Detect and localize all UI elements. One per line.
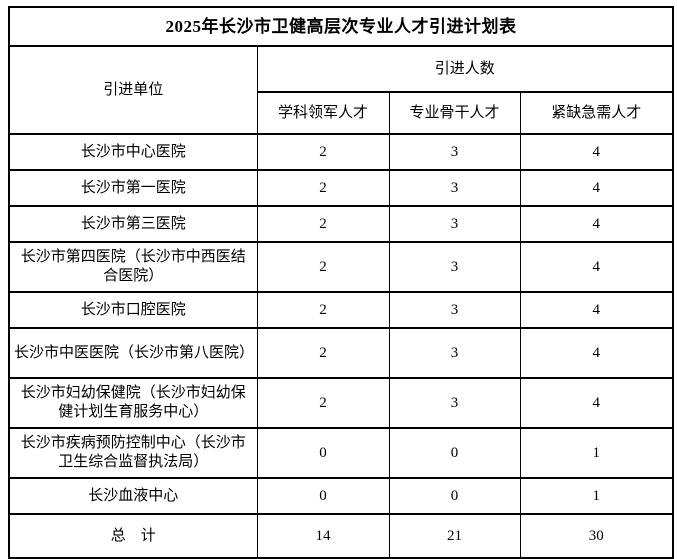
talent-plan-table: 2025年长沙市卫健高层次专业人才引进计划表 引进单位 引进人数 学科领军人才 … [8,6,674,559]
urgent-count-cell: 4 [519,169,674,207]
backbone-count-cell: 0 [388,477,521,515]
backbone-count-cell: 3 [388,169,521,207]
unit-cell: 长沙血液中心 [8,477,258,515]
unit-cell: 长沙市疾病预防控制中心（长沙市卫生综合监督执法局） [8,427,258,479]
backbone-count-cell: 3 [388,205,521,243]
total-urgent-cell: 30 [519,513,674,559]
table-title: 2025年长沙市卫健高层次专业人才引进计划表 [8,6,674,47]
header-urgently-needed: 紧缺急需人才 [519,91,674,135]
table-row: 长沙市口腔医院 2 3 4 [8,291,674,329]
total-row: 总 计 14 21 30 [8,513,674,559]
unit-cell: 长沙市中心医院 [8,133,258,171]
leader-count-cell: 2 [256,327,390,379]
header-row-group: 引进单位 引进人数 [8,45,674,135]
urgent-count-cell: 1 [519,477,674,515]
backbone-count-cell: 3 [388,377,521,429]
table-title-row: 2025年长沙市卫健高层次专业人才引进计划表 [8,6,674,47]
unit-cell: 长沙市第三医院 [8,205,258,243]
table-row: 长沙血液中心 0 0 1 [8,477,674,515]
urgent-count-cell: 4 [519,291,674,329]
total-label-cell: 总 计 [8,513,258,559]
urgent-count-cell: 4 [519,241,674,293]
table-row: 长沙市第一医院 2 3 4 [8,169,674,207]
urgent-count-cell: 4 [519,377,674,429]
table-row: 长沙市中医医院（长沙市第八医院） 2 3 4 [8,327,674,379]
urgent-count-cell: 4 [519,205,674,243]
header-row-categories: 学科领军人才 专业骨干人才 紧缺急需人才 [9,91,674,135]
table-row: 长沙市第三医院 2 3 4 [8,205,674,243]
unit-cell: 长沙市中医医院（长沙市第八医院） [8,327,258,379]
leader-count-cell: 2 [256,133,390,171]
total-backbone-cell: 21 [388,513,521,559]
total-leader-cell: 14 [256,513,390,559]
table-row: 长沙市第四医院（长沙市中西医结合医院） 2 3 4 [8,241,674,293]
header-professional-backbone: 专业骨干人才 [388,91,521,135]
leader-count-cell: 2 [256,291,390,329]
leader-count-cell: 2 [256,241,390,293]
header-intro-count: 引进人数 [256,45,674,93]
unit-cell: 长沙市第四医院（长沙市中西医结合医院） [8,241,258,293]
table-row: 长沙市中心医院 2 3 4 [8,133,674,171]
urgent-count-cell: 1 [519,427,674,479]
header-unit: 引进单位 [8,45,258,135]
urgent-count-cell: 4 [519,327,674,379]
unit-cell: 长沙市口腔医院 [8,291,258,329]
leader-count-cell: 2 [256,377,390,429]
leader-count-cell: 2 [256,169,390,207]
unit-cell: 长沙市妇幼保健院（长沙市妇幼保健计划生育服务中心） [8,377,258,429]
backbone-count-cell: 3 [388,291,521,329]
table-row: 长沙市妇幼保健院（长沙市妇幼保健计划生育服务中心） 2 3 4 [8,377,674,429]
leader-count-cell: 0 [256,477,390,515]
backbone-count-cell: 3 [388,327,521,379]
header-discipline-leader: 学科领军人才 [256,91,390,135]
backbone-count-cell: 0 [388,427,521,479]
urgent-count-cell: 4 [519,133,674,171]
backbone-count-cell: 3 [388,133,521,171]
unit-cell: 长沙市第一医院 [8,169,258,207]
leader-count-cell: 2 [256,205,390,243]
leader-count-cell: 0 [256,427,390,479]
table-row: 长沙市疾病预防控制中心（长沙市卫生综合监督执法局） 0 0 1 [8,427,674,479]
backbone-count-cell: 3 [388,241,521,293]
